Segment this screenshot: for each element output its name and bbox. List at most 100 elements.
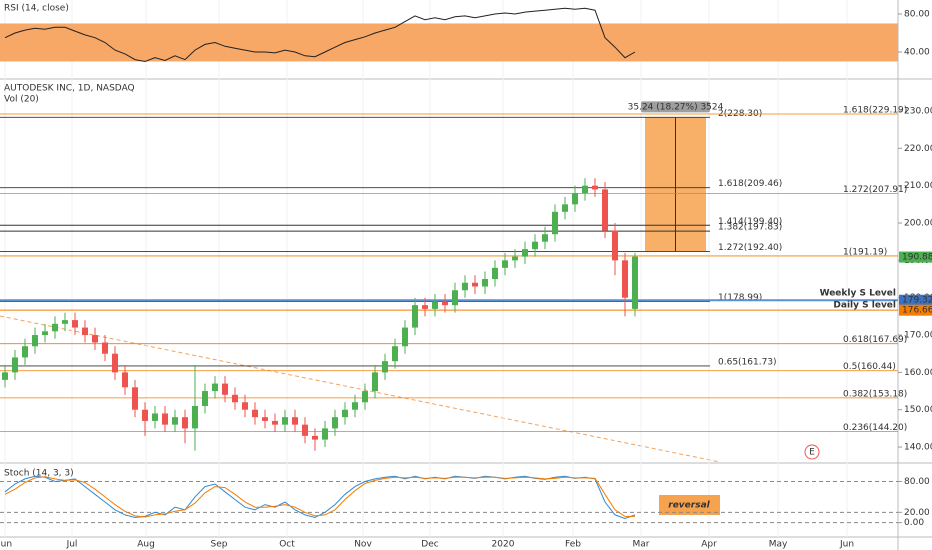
price-tag-label: 176.66: [902, 306, 932, 316]
candle-body: [472, 282, 478, 287]
event-label: E: [809, 448, 815, 458]
price-tag: [899, 304, 932, 316]
candle-body: [122, 372, 128, 388]
candle-body: [202, 391, 208, 406]
rsi-band: [0, 23, 898, 62]
candle-body: [92, 335, 98, 343]
y-tick-label: 160.00: [904, 368, 932, 378]
annotation: reversal: [668, 501, 710, 511]
candle-body: [142, 409, 148, 421]
candle-body: [222, 383, 228, 395]
candle-body: [112, 353, 118, 373]
y-tick-label: 230.00: [904, 106, 932, 116]
y-tick-label: 170.00: [904, 331, 932, 341]
x-tick-label: Jun: [0, 540, 12, 550]
x-tick-label: Jul: [66, 540, 78, 550]
candle-body: [562, 204, 568, 212]
fib-level-label: 0.65(161.73): [718, 357, 777, 367]
candle-body: [412, 305, 418, 328]
measure-label-bg: [641, 101, 710, 113]
candle-body: [552, 211, 558, 235]
candle-body: [82, 327, 88, 336]
y-tick-label: 210.00: [904, 181, 932, 191]
candle-body: [2, 372, 8, 380]
fib-level-label: 1.618(209.46): [718, 179, 782, 189]
x-tick-label: Mar: [633, 540, 650, 550]
candle-body: [442, 301, 448, 306]
fib-level-label: 1.272(192.40): [718, 243, 782, 253]
candle-body: [182, 417, 188, 429]
price-tag: [899, 294, 932, 306]
fib-level-label: 1.618(229.19): [843, 106, 907, 116]
y-tick-label: 80.00: [904, 9, 930, 19]
candle-body: [532, 241, 538, 250]
volume-label: Vol (20): [4, 95, 39, 105]
candle-body: [312, 435, 318, 440]
trend-line: [0, 315, 721, 463]
candle-body: [352, 402, 358, 410]
stoch-line: [4, 476, 635, 518]
y-tick-label: 20.00: [904, 508, 930, 518]
fib-level-label: 1(191.19): [843, 247, 887, 257]
candle-body: [422, 305, 428, 309]
candle-body: [72, 320, 78, 328]
support-label: Daily S level: [833, 301, 896, 311]
candle-body: [402, 327, 408, 347]
price-tag: [899, 251, 932, 263]
fib-level-label: 0.5(160.44): [843, 362, 896, 372]
candle-body: [42, 331, 48, 336]
candle-body: [372, 372, 378, 392]
fib-level-label: 0.618(167.69): [843, 335, 907, 345]
measure-label: 35.24 (18.27%) 3524: [628, 102, 724, 112]
candle-body: [232, 394, 238, 403]
x-tick-label: 2020: [492, 540, 515, 550]
candle-body: [602, 189, 608, 231]
rsi-line: [4, 7, 636, 63]
candle-body: [172, 417, 178, 425]
x-tick-label: Sep: [211, 540, 228, 550]
candle-body: [632, 256, 638, 309]
candle-body: [322, 428, 328, 440]
x-tick-label: May: [769, 540, 788, 550]
candle-body: [32, 335, 38, 347]
fib-level-label: 1.382(197.83): [718, 223, 782, 233]
candle-body: [252, 409, 258, 418]
x-tick-label: Apr: [701, 540, 717, 550]
y-tick-label: 200.00: [904, 219, 932, 229]
y-tick-label: 220.00: [904, 144, 932, 154]
fib-level-label: 1(178.99): [718, 293, 762, 303]
candle-body: [492, 267, 498, 280]
candle-body: [512, 256, 518, 261]
candle-body: [62, 320, 68, 324]
candle-body: [12, 357, 18, 373]
x-tick-label: Feb: [565, 540, 581, 550]
y-tick-label: 80.00: [904, 477, 930, 487]
candle-body: [132, 387, 138, 410]
candle-body: [282, 417, 288, 425]
price-tag-label: 190.88: [902, 253, 932, 263]
candle-body: [392, 346, 398, 362]
fib-level-label: 1.414(199.40): [718, 217, 782, 227]
x-tick-label: Jun: [839, 540, 854, 550]
price-tag-label: 179.32: [902, 296, 932, 306]
candle-body: [332, 417, 338, 429]
candle-body: [482, 279, 488, 287]
candle-body: [242, 402, 248, 410]
y-tick-label: 0.00: [904, 518, 924, 528]
candle-body: [102, 342, 108, 354]
candle-body: [502, 260, 508, 268]
candle-body: [192, 405, 198, 429]
chart-title: AUTODESK INC, 1D, NASDAQ: [4, 84, 135, 94]
annotation-box: [659, 495, 720, 515]
fib-level-label: 0.382(153.18): [843, 389, 907, 399]
pane-title: RSI (14, close): [4, 4, 69, 14]
candle-body: [572, 193, 578, 205]
fib-level-label: 1.272(207.91): [843, 185, 907, 195]
candle-body: [592, 185, 598, 190]
x-tick-label: Oct: [279, 540, 295, 550]
candle-body: [212, 383, 218, 392]
candle-body: [542, 234, 548, 242]
pane-title: Stoch (14, 3, 3): [4, 469, 74, 479]
